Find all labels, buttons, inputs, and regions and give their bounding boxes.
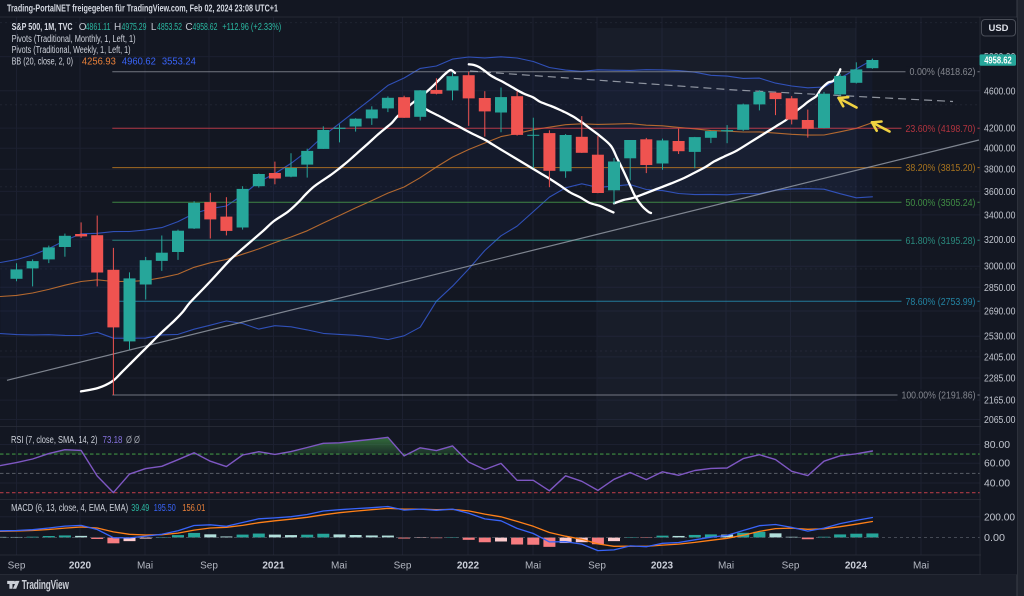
svg-text:4958.62: 4958.62 bbox=[984, 55, 1012, 66]
svg-text:3200.00: 3200.00 bbox=[984, 235, 1016, 246]
svg-text:39.49: 39.49 bbox=[131, 503, 149, 514]
svg-text:0.00: 0.00 bbox=[984, 533, 1005, 544]
svg-text:2850.00: 2850.00 bbox=[984, 283, 1016, 294]
svg-text:L: L bbox=[151, 22, 157, 33]
svg-text:50.00% (3505.24): 50.00% (3505.24) bbox=[906, 198, 976, 209]
svg-text:4853.52: 4853.52 bbox=[157, 22, 182, 33]
svg-text:3600.00: 3600.00 bbox=[984, 187, 1016, 198]
svg-text:2530.00: 2530.00 bbox=[984, 332, 1016, 343]
svg-text:195.50: 195.50 bbox=[154, 503, 176, 514]
svg-text:+112.96 (+2.33%): +112.96 (+2.33%) bbox=[222, 22, 281, 33]
svg-text:4958.62: 4958.62 bbox=[193, 22, 218, 33]
svg-text:S&P 500, 1M, TVC: S&P 500, 1M, TVC bbox=[12, 22, 73, 33]
svg-text:3400.00: 3400.00 bbox=[984, 210, 1016, 221]
svg-text:2023: 2023 bbox=[651, 561, 674, 572]
svg-text:78.60% (2753.99): 78.60% (2753.99) bbox=[906, 297, 976, 308]
svg-text:2024: 2024 bbox=[845, 561, 868, 572]
svg-text:61.80% (3195.28): 61.80% (3195.28) bbox=[906, 236, 976, 247]
svg-text:C: C bbox=[185, 22, 192, 33]
svg-text:RSI (7, close, SMA, 14, 2): RSI (7, close, SMA, 14, 2) bbox=[11, 435, 98, 446]
svg-text:4975.29: 4975.29 bbox=[122, 22, 147, 33]
svg-text:Sep: Sep bbox=[588, 561, 606, 572]
svg-text:4256.93: 4256.93 bbox=[82, 57, 116, 68]
svg-text:4960.62: 4960.62 bbox=[122, 57, 156, 68]
svg-text:2022: 2022 bbox=[457, 561, 480, 572]
svg-text:Mai: Mai bbox=[913, 561, 929, 572]
svg-text:2690.00: 2690.00 bbox=[984, 306, 1016, 317]
svg-text:O: O bbox=[79, 22, 87, 33]
svg-text:USD: USD bbox=[989, 23, 1009, 34]
svg-text:TradingView: TradingView bbox=[22, 578, 69, 592]
svg-text:2405.00: 2405.00 bbox=[984, 352, 1016, 363]
svg-text:H: H bbox=[114, 22, 121, 33]
svg-text:MACD (6, 13, close, 4, EMA, EM: MACD (6, 13, close, 4, EMA, EMA) bbox=[11, 503, 128, 514]
svg-text:23.60% (4198.70): 23.60% (4198.70) bbox=[906, 124, 976, 135]
svg-text:3553.24: 3553.24 bbox=[162, 57, 196, 68]
svg-text:156.01: 156.01 bbox=[182, 503, 205, 514]
svg-text:Pivots (Traditional, Monthly,: Pivots (Traditional, Monthly, 1, Left, 1… bbox=[12, 34, 136, 45]
svg-text:40.00: 40.00 bbox=[984, 479, 1010, 490]
svg-text:100.00% (2191.86): 100.00% (2191.86) bbox=[902, 391, 976, 402]
svg-text:80.00: 80.00 bbox=[984, 440, 1010, 451]
svg-text:Mai: Mai bbox=[137, 561, 153, 572]
svg-text:38.20% (3815.20): 38.20% (3815.20) bbox=[906, 163, 976, 174]
svg-text:Pivots (Traditional, Weekly, 1: Pivots (Traditional, Weekly, 1, Left, 1) bbox=[12, 45, 131, 56]
svg-text:2021: 2021 bbox=[262, 561, 285, 572]
svg-text:2285.00: 2285.00 bbox=[984, 373, 1016, 384]
svg-text:Mai: Mai bbox=[718, 561, 734, 572]
svg-text:4861.11: 4861.11 bbox=[86, 22, 111, 33]
svg-text:4600.00: 4600.00 bbox=[984, 86, 1016, 97]
svg-text:Mai: Mai bbox=[331, 561, 347, 572]
svg-text:2165.00: 2165.00 bbox=[984, 396, 1016, 407]
svg-text:Sep: Sep bbox=[782, 561, 800, 572]
svg-text:4200.00: 4200.00 bbox=[984, 124, 1016, 135]
svg-text:0.00% (4818.62): 0.00% (4818.62) bbox=[910, 67, 976, 78]
svg-text:200.00: 200.00 bbox=[984, 512, 1015, 523]
svg-text:Mai: Mai bbox=[525, 561, 541, 572]
svg-text:4000.00: 4000.00 bbox=[984, 144, 1016, 155]
svg-text:Trading-PortalNET freigegeben: Trading-PortalNET freigegeben für Tradin… bbox=[7, 4, 278, 15]
svg-text:3800.00: 3800.00 bbox=[984, 165, 1016, 176]
svg-text:60.00: 60.00 bbox=[984, 459, 1010, 470]
svg-text:2020: 2020 bbox=[69, 561, 92, 572]
svg-text:Sep: Sep bbox=[200, 561, 218, 572]
svg-text:Ø Ø: Ø Ø bbox=[126, 435, 140, 446]
svg-text:Sep: Sep bbox=[8, 561, 26, 572]
svg-text:BB (20, close, 2, 0): BB (20, close, 2, 0) bbox=[12, 57, 74, 68]
svg-text:73.18: 73.18 bbox=[103, 435, 123, 446]
svg-text:Sep: Sep bbox=[394, 561, 412, 572]
svg-text:3000.00: 3000.00 bbox=[984, 262, 1016, 273]
svg-text:2065.00: 2065.00 bbox=[984, 415, 1016, 426]
